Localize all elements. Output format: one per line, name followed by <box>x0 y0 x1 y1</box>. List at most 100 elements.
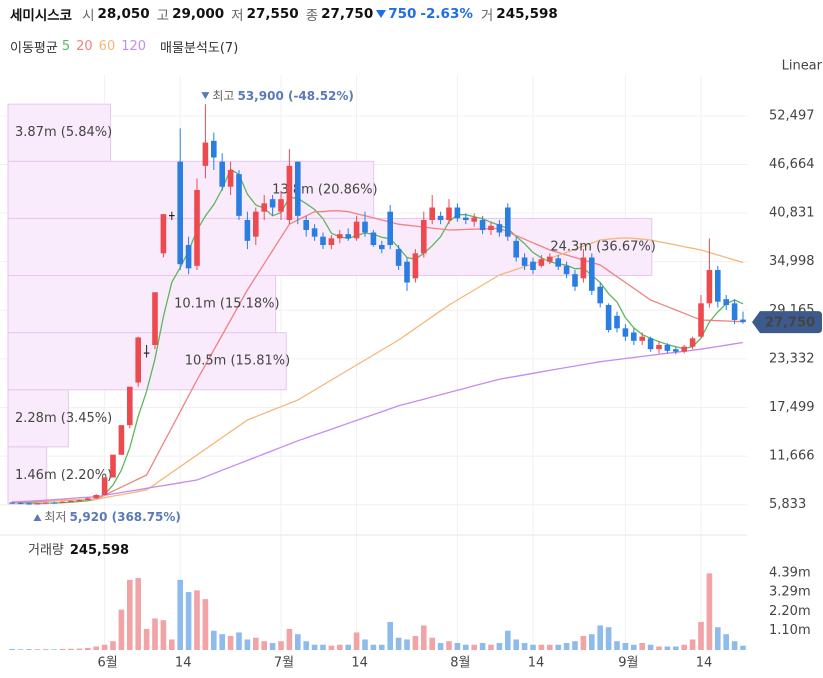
volume-bar <box>169 639 175 650</box>
volume-bar <box>563 642 570 650</box>
candle-body <box>698 303 704 337</box>
volume-bar <box>379 644 385 650</box>
candle-body <box>286 165 293 220</box>
legend-title: 이동평균 <box>10 41 58 56</box>
candle-body <box>328 238 335 245</box>
volume-bar <box>253 637 259 650</box>
volume-value: 245,598 <box>496 6 558 22</box>
y-tick-label: 52,497 <box>769 108 815 123</box>
volume-bar <box>656 646 662 650</box>
candle-body <box>706 270 713 304</box>
volume-bar <box>530 644 536 650</box>
volume-bar <box>261 641 267 650</box>
candle-body <box>177 161 183 265</box>
volume-bar <box>76 648 83 650</box>
annotation-value: 5,920 (368.75%) <box>69 510 180 524</box>
legend-item[interactable]: 20 <box>76 39 93 54</box>
candle-body <box>278 199 284 212</box>
candle-body <box>681 346 687 352</box>
volume-bar <box>135 578 141 650</box>
moving-average-line <box>12 341 744 504</box>
candle-body <box>51 502 57 504</box>
candle-body <box>370 232 377 245</box>
candle-body <box>211 140 217 158</box>
change-value: 750 <box>388 6 417 22</box>
volume-bar <box>269 642 276 650</box>
volume-bar <box>412 635 419 650</box>
candle-body <box>261 203 267 212</box>
candle-body <box>311 228 318 237</box>
candle-body <box>135 337 141 383</box>
candle-body <box>345 234 351 239</box>
volume-bar <box>622 642 629 650</box>
volume-profile-label: 2.28m (3.45%) <box>15 411 112 426</box>
candle-body <box>202 142 209 166</box>
volume-bar <box>471 644 477 650</box>
y-tick-label: 40,831 <box>769 206 815 221</box>
legend-item[interactable]: 120 <box>121 39 147 54</box>
annotation-value: 53,900 (-48.52%) <box>237 89 353 103</box>
candle-body <box>395 249 402 266</box>
high-marker <box>201 92 210 100</box>
candle-body <box>337 234 343 239</box>
candle-body <box>253 211 259 237</box>
annotation-label: 최저 <box>44 510 66 524</box>
y-tick-label: 46,664 <box>769 157 815 172</box>
candle-body <box>269 199 276 208</box>
low-marker <box>33 514 42 521</box>
volume-bar <box>311 644 318 650</box>
candle-body <box>85 498 91 500</box>
legend-profile[interactable]: 매물분석도(7) <box>160 41 239 56</box>
candle-body <box>580 257 587 279</box>
volume-profile-label: 3.87m (5.84%) <box>15 125 112 140</box>
volume-tick-label: 1.10m <box>769 623 811 638</box>
candle-body <box>404 261 410 283</box>
volume-bar <box>723 634 729 650</box>
volume-bar <box>731 641 738 650</box>
candle-body <box>521 257 528 266</box>
candle-body <box>26 503 32 505</box>
volume-bar <box>68 648 74 650</box>
current-price-label: 27,750 <box>765 316 815 331</box>
volume-bar <box>110 641 116 650</box>
candle-body <box>43 502 49 504</box>
volume-bar <box>26 649 32 650</box>
candle-body <box>169 215 175 217</box>
volume-bar <box>152 618 158 650</box>
candle-body <box>34 503 41 505</box>
volume-bar <box>496 642 503 650</box>
volume-bar <box>9 648 15 650</box>
candle-body <box>160 214 167 254</box>
legend-item[interactable]: 5 <box>61 39 71 54</box>
candle-body <box>303 220 309 230</box>
volume-bar <box>143 628 150 650</box>
volume-bar <box>17 649 24 650</box>
volume-bar <box>295 634 301 650</box>
scale-label[interactable]: Linear <box>782 59 823 74</box>
candle-body <box>555 258 561 267</box>
legend-item[interactable]: 60 <box>98 39 116 54</box>
volume-bar <box>488 644 494 650</box>
close-value: 27,750 <box>321 6 374 22</box>
x-tick-label: 7월 <box>274 656 294 671</box>
volume-bar <box>370 644 377 650</box>
candle-body <box>118 425 125 455</box>
volume-current: 245,598 <box>70 543 129 558</box>
candle-body <box>605 305 612 330</box>
candle-body <box>715 270 721 302</box>
candle-body <box>362 221 368 233</box>
x-tick-label: 9월 <box>618 656 638 671</box>
volume-bar <box>160 620 167 650</box>
volume-bar <box>555 644 561 650</box>
volume-bar <box>647 644 654 650</box>
volume-bar <box>597 625 603 650</box>
volume-bar <box>51 649 57 650</box>
volume-bar <box>664 646 671 650</box>
volume-bar <box>59 648 66 650</box>
stock-name: 세미시스코 <box>10 8 73 24</box>
volume-bar <box>227 635 234 650</box>
candle-body <box>530 261 536 270</box>
volume-bar <box>387 621 393 650</box>
candle-body <box>127 386 133 426</box>
